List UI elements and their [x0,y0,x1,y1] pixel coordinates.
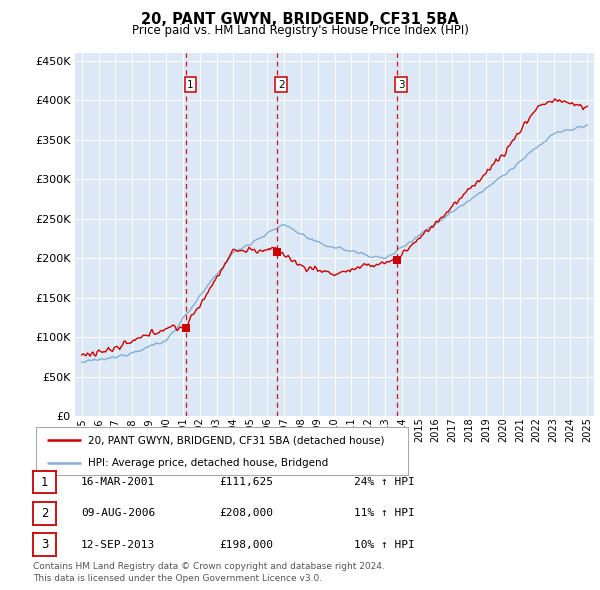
Text: 11% ↑ HPI: 11% ↑ HPI [354,509,415,518]
Text: 16-MAR-2001: 16-MAR-2001 [81,477,155,487]
Text: £111,625: £111,625 [219,477,273,487]
Text: 12-SEP-2013: 12-SEP-2013 [81,540,155,549]
Text: 2: 2 [278,80,284,90]
Text: 20, PANT GWYN, BRIDGEND, CF31 5BA (detached house): 20, PANT GWYN, BRIDGEND, CF31 5BA (detac… [88,435,385,445]
Text: 1: 1 [187,80,194,90]
Text: Price paid vs. HM Land Registry's House Price Index (HPI): Price paid vs. HM Land Registry's House … [131,24,469,37]
Text: 20, PANT GWYN, BRIDGEND, CF31 5BA: 20, PANT GWYN, BRIDGEND, CF31 5BA [141,12,459,27]
Text: 1: 1 [41,476,48,489]
Text: 2: 2 [41,507,48,520]
Text: Contains HM Land Registry data © Crown copyright and database right 2024.
This d: Contains HM Land Registry data © Crown c… [33,562,385,583]
Text: 3: 3 [398,80,404,90]
Text: 24% ↑ HPI: 24% ↑ HPI [354,477,415,487]
Text: £198,000: £198,000 [219,540,273,549]
Text: £208,000: £208,000 [219,509,273,518]
Text: HPI: Average price, detached house, Bridgend: HPI: Average price, detached house, Brid… [88,458,328,468]
Text: 10% ↑ HPI: 10% ↑ HPI [354,540,415,549]
Text: 09-AUG-2006: 09-AUG-2006 [81,509,155,518]
Text: 3: 3 [41,538,48,551]
